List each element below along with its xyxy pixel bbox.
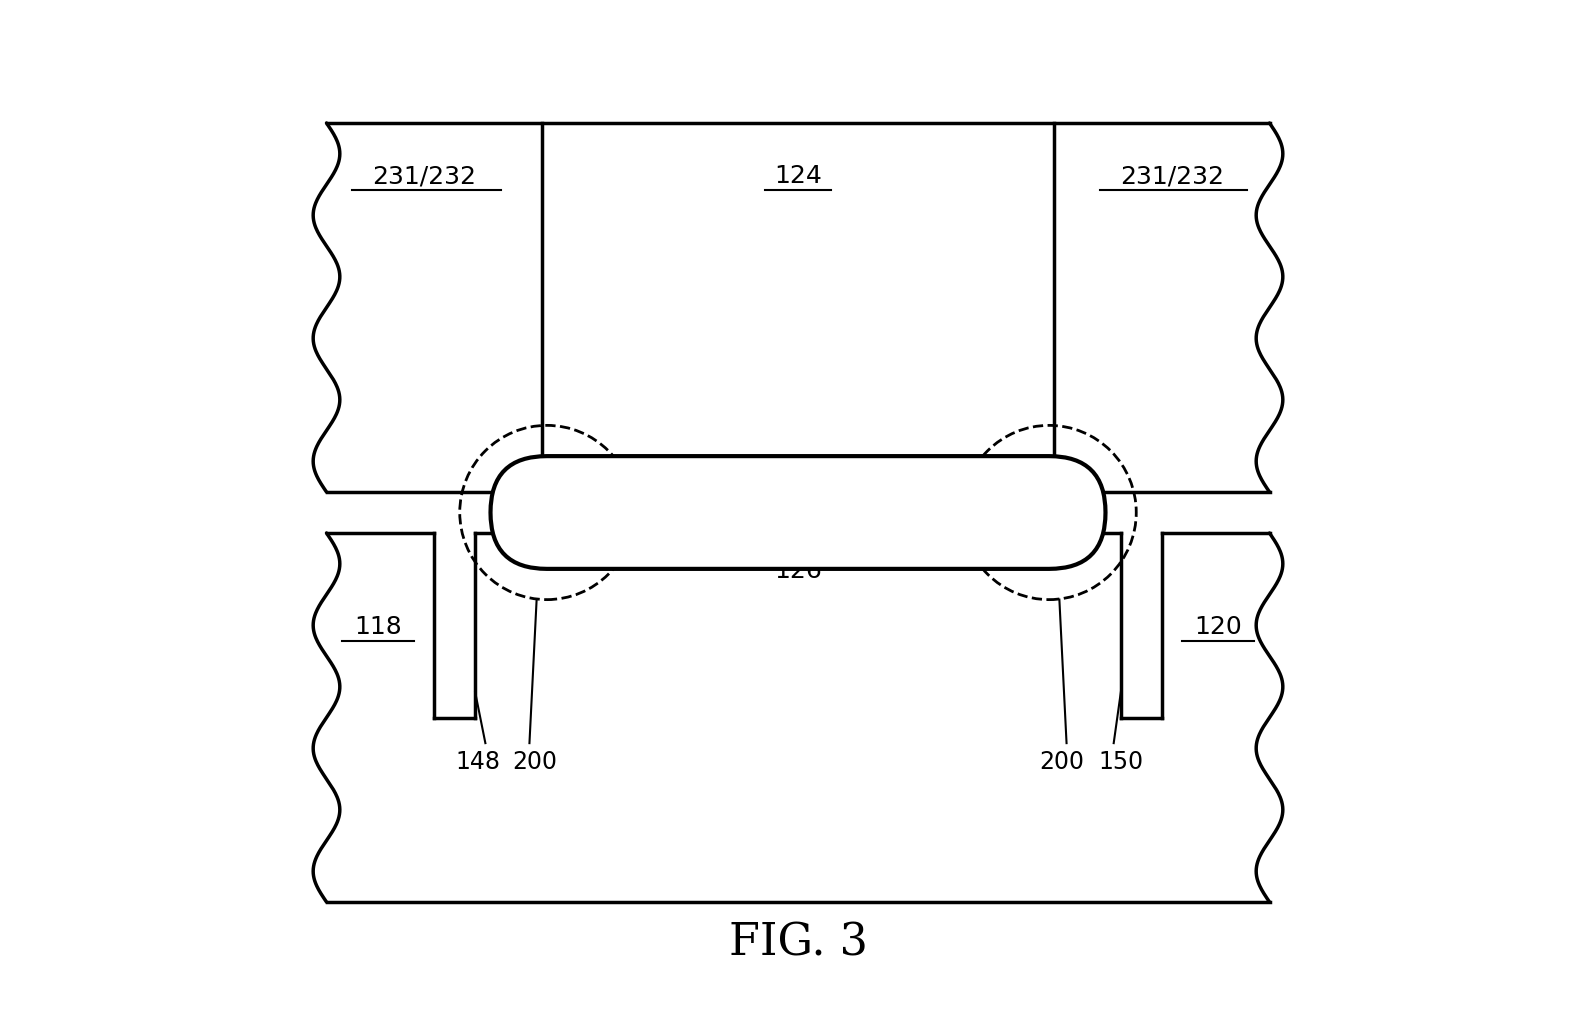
Text: FIG. 3: FIG. 3 — [728, 921, 868, 965]
Text: 124: 124 — [774, 164, 822, 188]
Text: 231/232: 231/232 — [372, 164, 476, 188]
Text: 200: 200 — [512, 750, 557, 774]
Text: 118: 118 — [354, 615, 402, 639]
Text: 126: 126 — [774, 559, 822, 582]
Text: 120: 120 — [1194, 615, 1242, 639]
Text: 148: 148 — [456, 750, 501, 774]
Text: 150: 150 — [1098, 750, 1143, 774]
Text: 231/232: 231/232 — [1120, 164, 1224, 188]
FancyBboxPatch shape — [490, 456, 1106, 569]
Text: 200: 200 — [1039, 750, 1084, 774]
